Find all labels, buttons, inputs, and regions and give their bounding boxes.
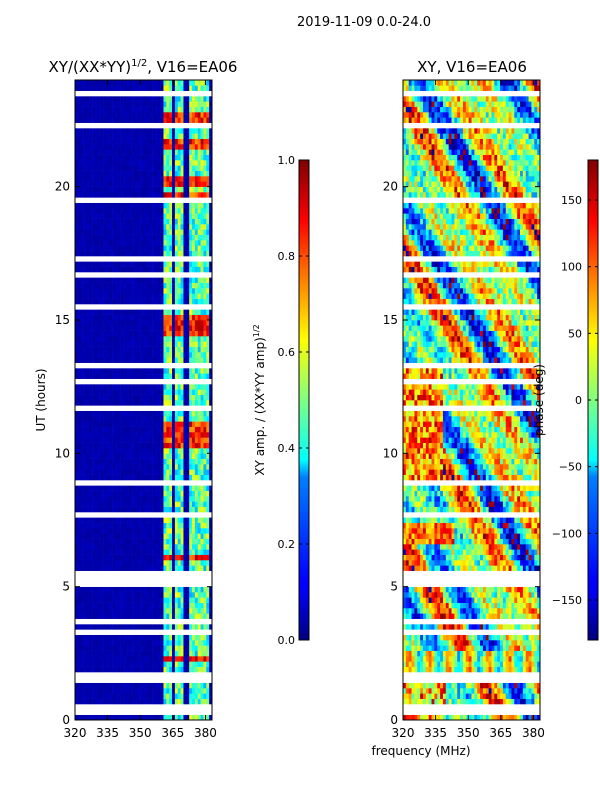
amplitude-panel: XY/(XX*YY)1/2, V16=EA06 320 335 350 365 380 …: [34, 58, 237, 740]
phase-colorbar-tick-label: 150: [561, 194, 582, 207]
amplitude-colorbar-tick-label: 0.8: [278, 250, 296, 263]
amplitude-colorbar-tick-label: 0.2: [278, 538, 296, 551]
phase-y-tick-label: 10: [383, 446, 398, 460]
amplitude-x-tick-label: 335: [96, 726, 119, 740]
amplitude-colorbar-tick-label: 0.6: [278, 346, 296, 359]
phase-x-tick-label: 350: [457, 726, 480, 740]
phase-panel: XY, V16=EA06 320 335 350 365 380 0 5 10 15 20 fr…: [371, 58, 544, 758]
phase-colorbar: −150 −100 −50 0 50 100 150 phase (deg): [532, 159, 599, 641]
amplitude-y-tick-label: 20: [55, 180, 70, 194]
amplitude-y-tick-label: 5: [62, 580, 70, 594]
amplitude-x-tick-label: 350: [129, 726, 152, 740]
phase-colorbar-tick-label: 50: [568, 327, 582, 340]
phase-y-tick-label: 5: [390, 580, 398, 594]
amplitude-x-tick-label: 380: [194, 726, 217, 740]
phase-colorbar-tick-label: 0: [575, 394, 582, 407]
phase-x-tick-label: 320: [392, 726, 415, 740]
phase-x-axis: 320 335 350 365 380: [392, 80, 545, 740]
phase-colorbar-ticks: −150 −100 −50 0 50 100 150: [552, 194, 598, 607]
amplitude-heatmap: [75, 80, 213, 721]
figure-suptitle: 2019-11-09 0.0-24.0: [297, 15, 431, 30]
phase-x-tick-label: 365: [489, 726, 512, 740]
amplitude-x-tick-label: 320: [64, 726, 87, 740]
amplitude-colorbar-tick-label: 1.0: [278, 154, 296, 167]
amplitude-plot-frame: [74, 79, 213, 721]
amplitude-x-tick-label: 365: [161, 726, 184, 740]
amplitude-y-tick-label: 0: [62, 713, 70, 727]
amplitude-colorbar-tick-label: 0.4: [278, 442, 296, 455]
amplitude-colorbar: 0.0 0.2 0.4 0.6 0.8 1.0 XY amp. / (XX*YY amp)…: [252, 154, 310, 647]
phase-y-axis: 0 5 10 15 20: [383, 180, 540, 727]
phase-y-tick-label: 15: [383, 313, 398, 327]
amplitude-y-axis: 0 5 10 15 20: [55, 180, 212, 727]
phase-x-tick-label: 380: [522, 726, 545, 740]
amplitude-panel-title: XY/(XX*YY)1/2, V16=EA06: [49, 58, 238, 76]
amplitude-y-axis-label: UT (hours): [34, 368, 48, 431]
phase-colorbar-tick-label: 100: [561, 261, 582, 274]
phase-colorbar-tick-label: −50: [559, 461, 582, 474]
phase-colorbar-label: phase (deg): [532, 364, 546, 436]
phase-colorbar-tick-label: −100: [552, 527, 582, 540]
phase-panel-title: XY, V16=EA06: [417, 58, 527, 76]
amplitude-colorbar-tick-label: 0.0: [278, 634, 296, 647]
amplitude-colorbar-label: XY amp. / (XX*YY amp)1/2: [252, 324, 267, 475]
phase-colorbar-tick-label: −150: [552, 594, 582, 607]
phase-y-tick-label: 20: [383, 180, 398, 194]
amplitude-colorbar-ticks: 0.0 0.2 0.4 0.6 0.8 1.0: [278, 154, 309, 647]
amplitude-y-tick-label: 15: [55, 313, 70, 327]
amplitude-colorbar-gradient: [298, 159, 310, 641]
phase-y-tick-label: 0: [390, 713, 398, 727]
phase-heatmap: [403, 80, 541, 721]
amplitude-y-tick-label: 10: [55, 446, 70, 460]
amplitude-x-axis: 320 335 350 365 380: [64, 80, 217, 740]
frequency-axis-label: frequency (MHz): [371, 744, 470, 758]
phase-plot-frame: [402, 79, 541, 721]
phase-x-tick-label: 335: [424, 726, 447, 740]
